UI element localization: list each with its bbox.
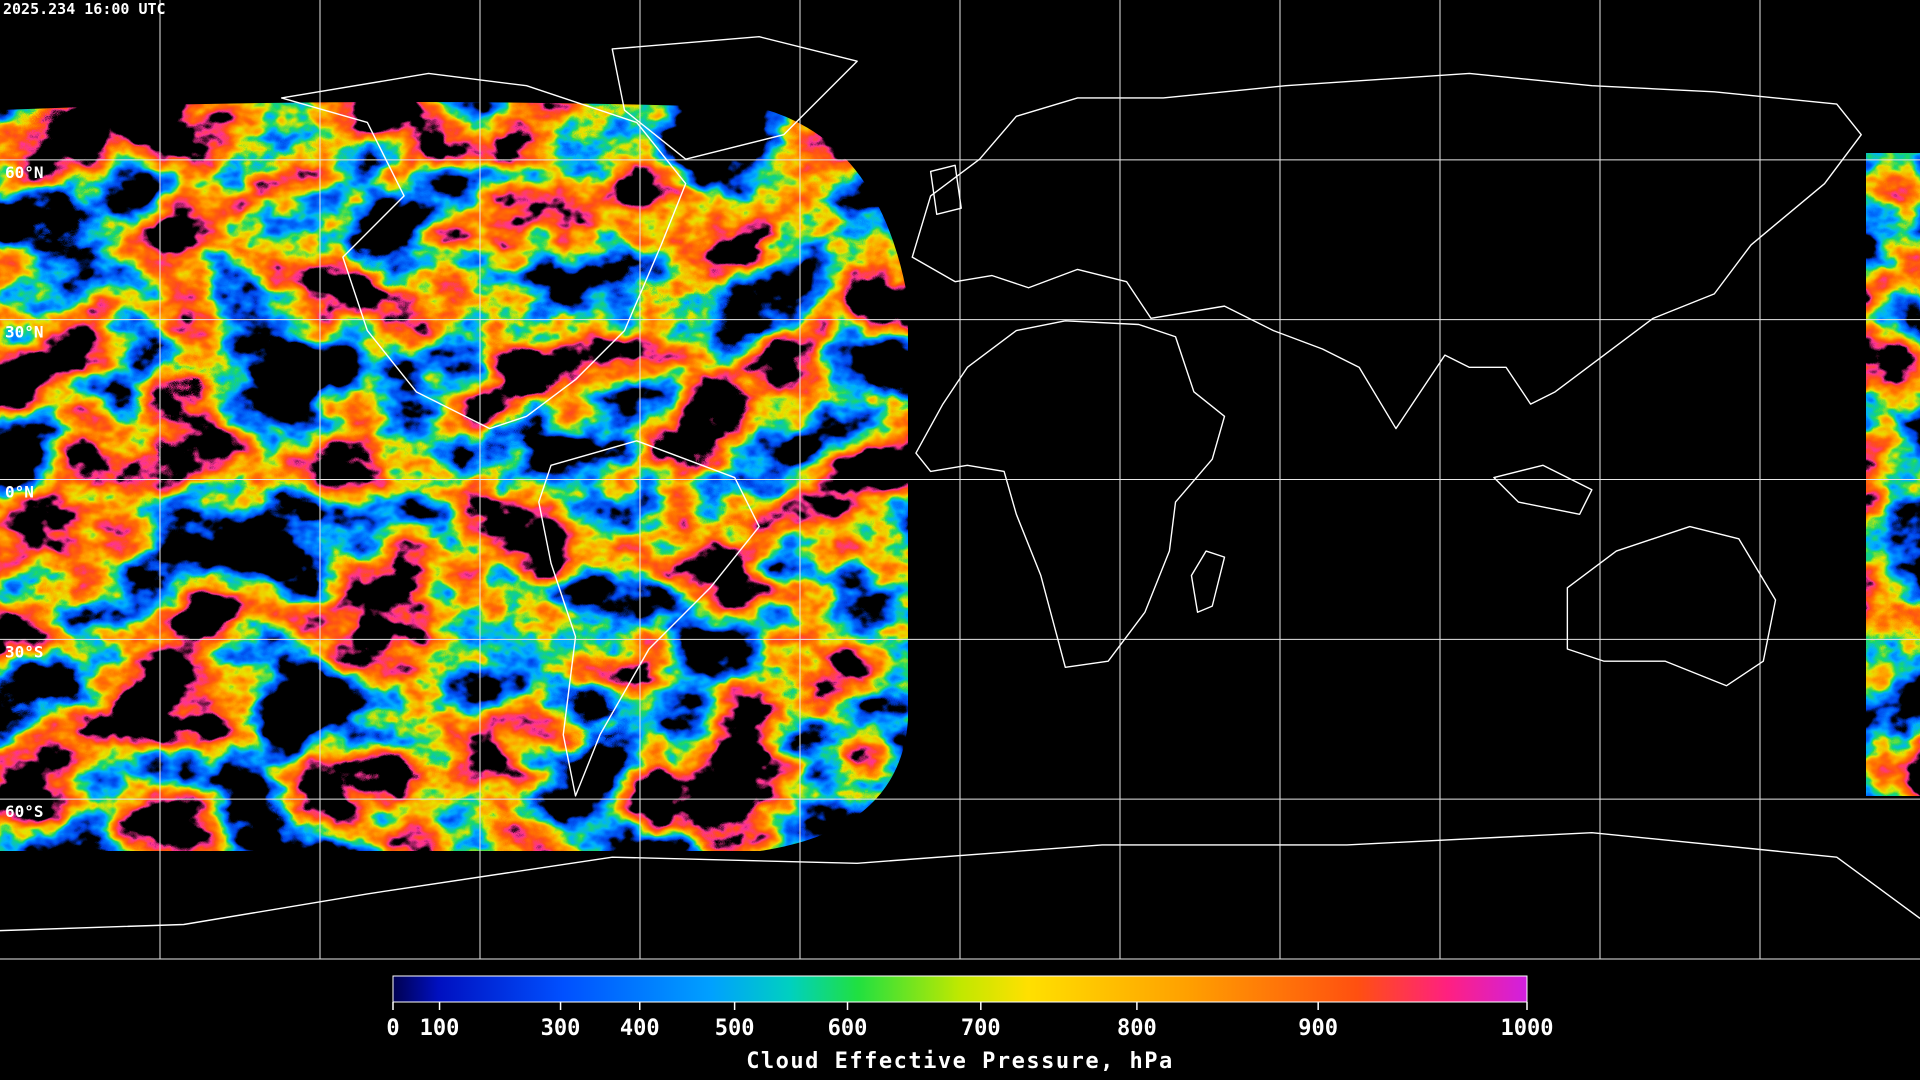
colorbar-tick-label: 500 <box>715 1016 755 1041</box>
coastlines <box>0 37 1920 931</box>
latitude-label: 60°N <box>5 163 44 182</box>
colorbar-tick-label: 900 <box>1298 1016 1338 1041</box>
colorbar-tick-label: 600 <box>828 1016 868 1041</box>
colorbar-ticks: 0 100 300 400 500 600 700 800 900 1000 <box>386 1002 1553 1041</box>
colorbar-tick-label: 0 <box>386 1016 399 1041</box>
latitude-label: 0°N <box>5 483 34 502</box>
colorbar-tick-label: 300 <box>541 1016 581 1041</box>
colorbar-tick-label: 100 <box>420 1016 460 1041</box>
colorbar-tick-label: 400 <box>620 1016 660 1041</box>
timestamp: 2025.234 16:00 UTC <box>3 0 166 18</box>
colorbar <box>392 975 1528 1003</box>
colorbar-tick-label: 700 <box>961 1016 1001 1041</box>
latitude-label: 60°S <box>5 802 44 821</box>
latitude-label: 30°S <box>5 642 44 661</box>
latitude-labels: 60°N 30°N 0°N 30°S 60°S <box>5 163 44 821</box>
colorbar-tick-label: 1000 <box>1501 1016 1554 1041</box>
colorbar-title: Cloud Effective Pressure, hPa <box>746 1049 1174 1074</box>
graticule <box>0 0 1920 960</box>
colorbar-tick-label: 800 <box>1117 1016 1157 1041</box>
latitude-label: 30°N <box>5 323 44 342</box>
